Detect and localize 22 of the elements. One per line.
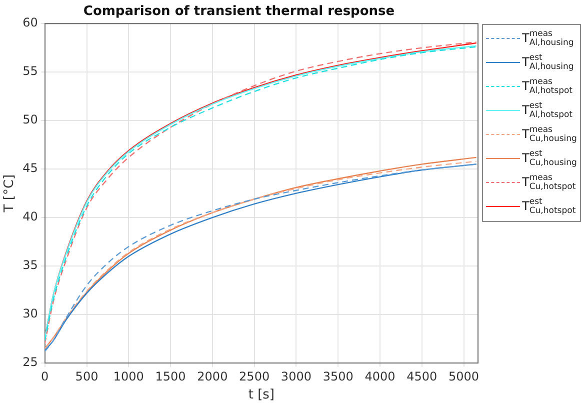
x-axis-title: t [s] <box>248 388 275 403</box>
x-tick-label: 5000 <box>448 369 480 384</box>
x-tick-label: 4500 <box>406 369 438 384</box>
x-tick-label: 2500 <box>239 369 270 384</box>
y-tick-label: 30 <box>22 306 38 321</box>
x-tick-label: 1000 <box>113 369 144 384</box>
y-tick-label: 60 <box>22 16 38 30</box>
y-tick-label: 50 <box>22 112 38 127</box>
y-tick-label: 40 <box>22 210 38 224</box>
x-tick-label: 0 <box>41 369 49 384</box>
x-tick-label: 3500 <box>322 369 354 384</box>
x-tick-label: 4000 <box>364 369 396 384</box>
chart-title: Comparison of transient thermal response <box>83 4 395 20</box>
y-tick-label: 35 <box>22 258 38 272</box>
x-tick-label: 500 <box>75 369 98 384</box>
y-tick-label: 25 <box>22 355 38 370</box>
y-tick-label: 55 <box>22 64 38 78</box>
x-tick-label: 1500 <box>155 369 186 384</box>
x-tick-label: 3000 <box>280 369 312 384</box>
y-tick-label: 45 <box>22 161 38 176</box>
y-axis-title: T [°C] <box>2 174 18 214</box>
x-tick-label: 2000 <box>197 369 228 384</box>
